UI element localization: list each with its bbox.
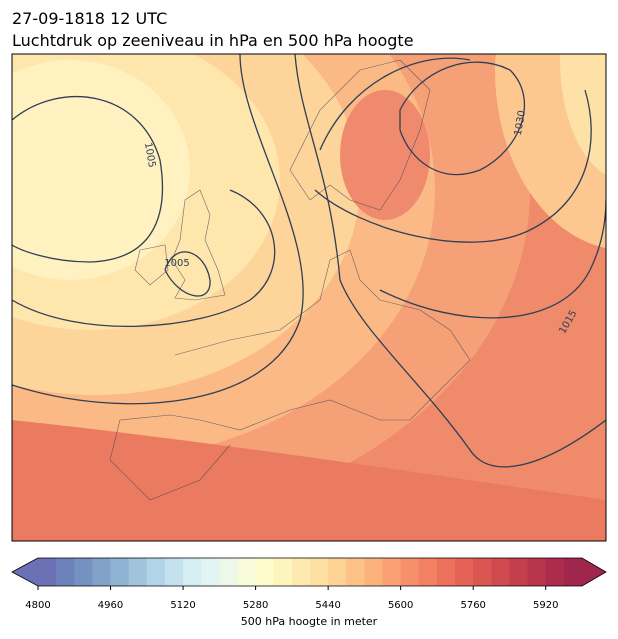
isobar (319, 57, 471, 151)
colorbar-extend-low (12, 558, 38, 586)
colorbar-tick-label: 5120 (170, 600, 195, 611)
isobar (294, 54, 606, 468)
colorbar-swatch (273, 558, 293, 586)
colorbar: 4800 4960 5120 5280 5440 5600 5760 5920 (11, 557, 607, 611)
colorbar-tick-label: 5440 (315, 600, 340, 611)
isobar-label: 1005 (142, 142, 157, 169)
coastline (134, 244, 169, 286)
colorbar-swatch (219, 558, 238, 586)
colorbar-tick-label: 5280 (243, 600, 268, 611)
colorbar-swatch (291, 558, 311, 586)
colorbar-swatch (146, 558, 166, 586)
colorbar-swatch (74, 558, 93, 586)
isobar (379, 199, 606, 319)
colorbar-label: 500 hPa hoogte in meter (241, 615, 378, 628)
isobar (164, 251, 211, 297)
colorbar-tick-label: 4960 (98, 600, 123, 611)
colorbar-swatch (346, 558, 365, 586)
colorbar-swatch (164, 558, 184, 586)
isobar-label: 1030 (513, 110, 528, 137)
isobar (314, 89, 592, 243)
colorbar-swatch (38, 558, 57, 586)
title-date: 27-09-1818 12 UTC (12, 9, 167, 28)
colorbar-swatch (436, 558, 456, 586)
field (12, 420, 606, 541)
colorbar-swatch (364, 558, 384, 586)
colorbar-swatch (183, 558, 202, 586)
colorbar-swatch (237, 558, 257, 586)
isobar (399, 61, 526, 176)
colorbar-swatch (328, 558, 347, 586)
colorbar-swatch (201, 558, 220, 586)
colorbar-swatch (110, 558, 130, 586)
colorbar-swatch (545, 558, 565, 586)
map: 1005 1005 1030 1015 (12, 54, 606, 541)
isobar (12, 95, 164, 263)
colorbar-swatch (418, 558, 438, 586)
colorbar-tick-label: 4800 (25, 600, 50, 611)
field (340, 90, 430, 220)
title-text: Luchtdruk op zeeniveau in hPa en 500 hPa… (12, 31, 414, 50)
field (560, 54, 606, 175)
colorbar-outline (11, 557, 607, 587)
colorbar-swatch (310, 558, 329, 586)
coastline (109, 249, 471, 501)
colorbar-swatch (491, 558, 510, 586)
colorbar-tick-label: 5760 (460, 600, 485, 611)
colorbar-swatch (56, 558, 75, 586)
colorbar-swatch (255, 558, 275, 586)
colorbar-swatch (527, 558, 547, 586)
colorbar-swatch (382, 558, 402, 586)
colorbar-extend-high (582, 558, 606, 586)
colorbar-swatch (455, 558, 474, 586)
colorbar-tick-label: 5600 (388, 600, 413, 611)
map-frame (11, 53, 607, 542)
colorbar-swatch (92, 558, 112, 586)
colorbar-swatch (128, 558, 148, 586)
isobar (12, 189, 276, 328)
colorbar-swatch (563, 558, 583, 586)
colorbar-swatch (400, 558, 420, 586)
colorbar-swatch (473, 558, 492, 586)
isobar (12, 54, 304, 405)
field (12, 60, 190, 280)
colorbar-swatch (509, 558, 529, 586)
isobar-label: 1005 (164, 258, 189, 269)
colorbar-tick-label: 5920 (533, 600, 558, 611)
coastline (289, 59, 431, 211)
